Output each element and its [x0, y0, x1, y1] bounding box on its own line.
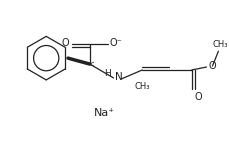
Text: CH₃: CH₃ — [134, 82, 149, 91]
Text: N: N — [115, 72, 123, 82]
Text: O⁻: O⁻ — [109, 38, 122, 48]
Text: Na⁺: Na⁺ — [94, 108, 115, 118]
Text: H: H — [103, 70, 110, 78]
Text: O: O — [208, 61, 215, 71]
Text: O: O — [61, 38, 69, 48]
Text: O: O — [194, 92, 201, 102]
Text: CH₃: CH₃ — [212, 40, 227, 49]
